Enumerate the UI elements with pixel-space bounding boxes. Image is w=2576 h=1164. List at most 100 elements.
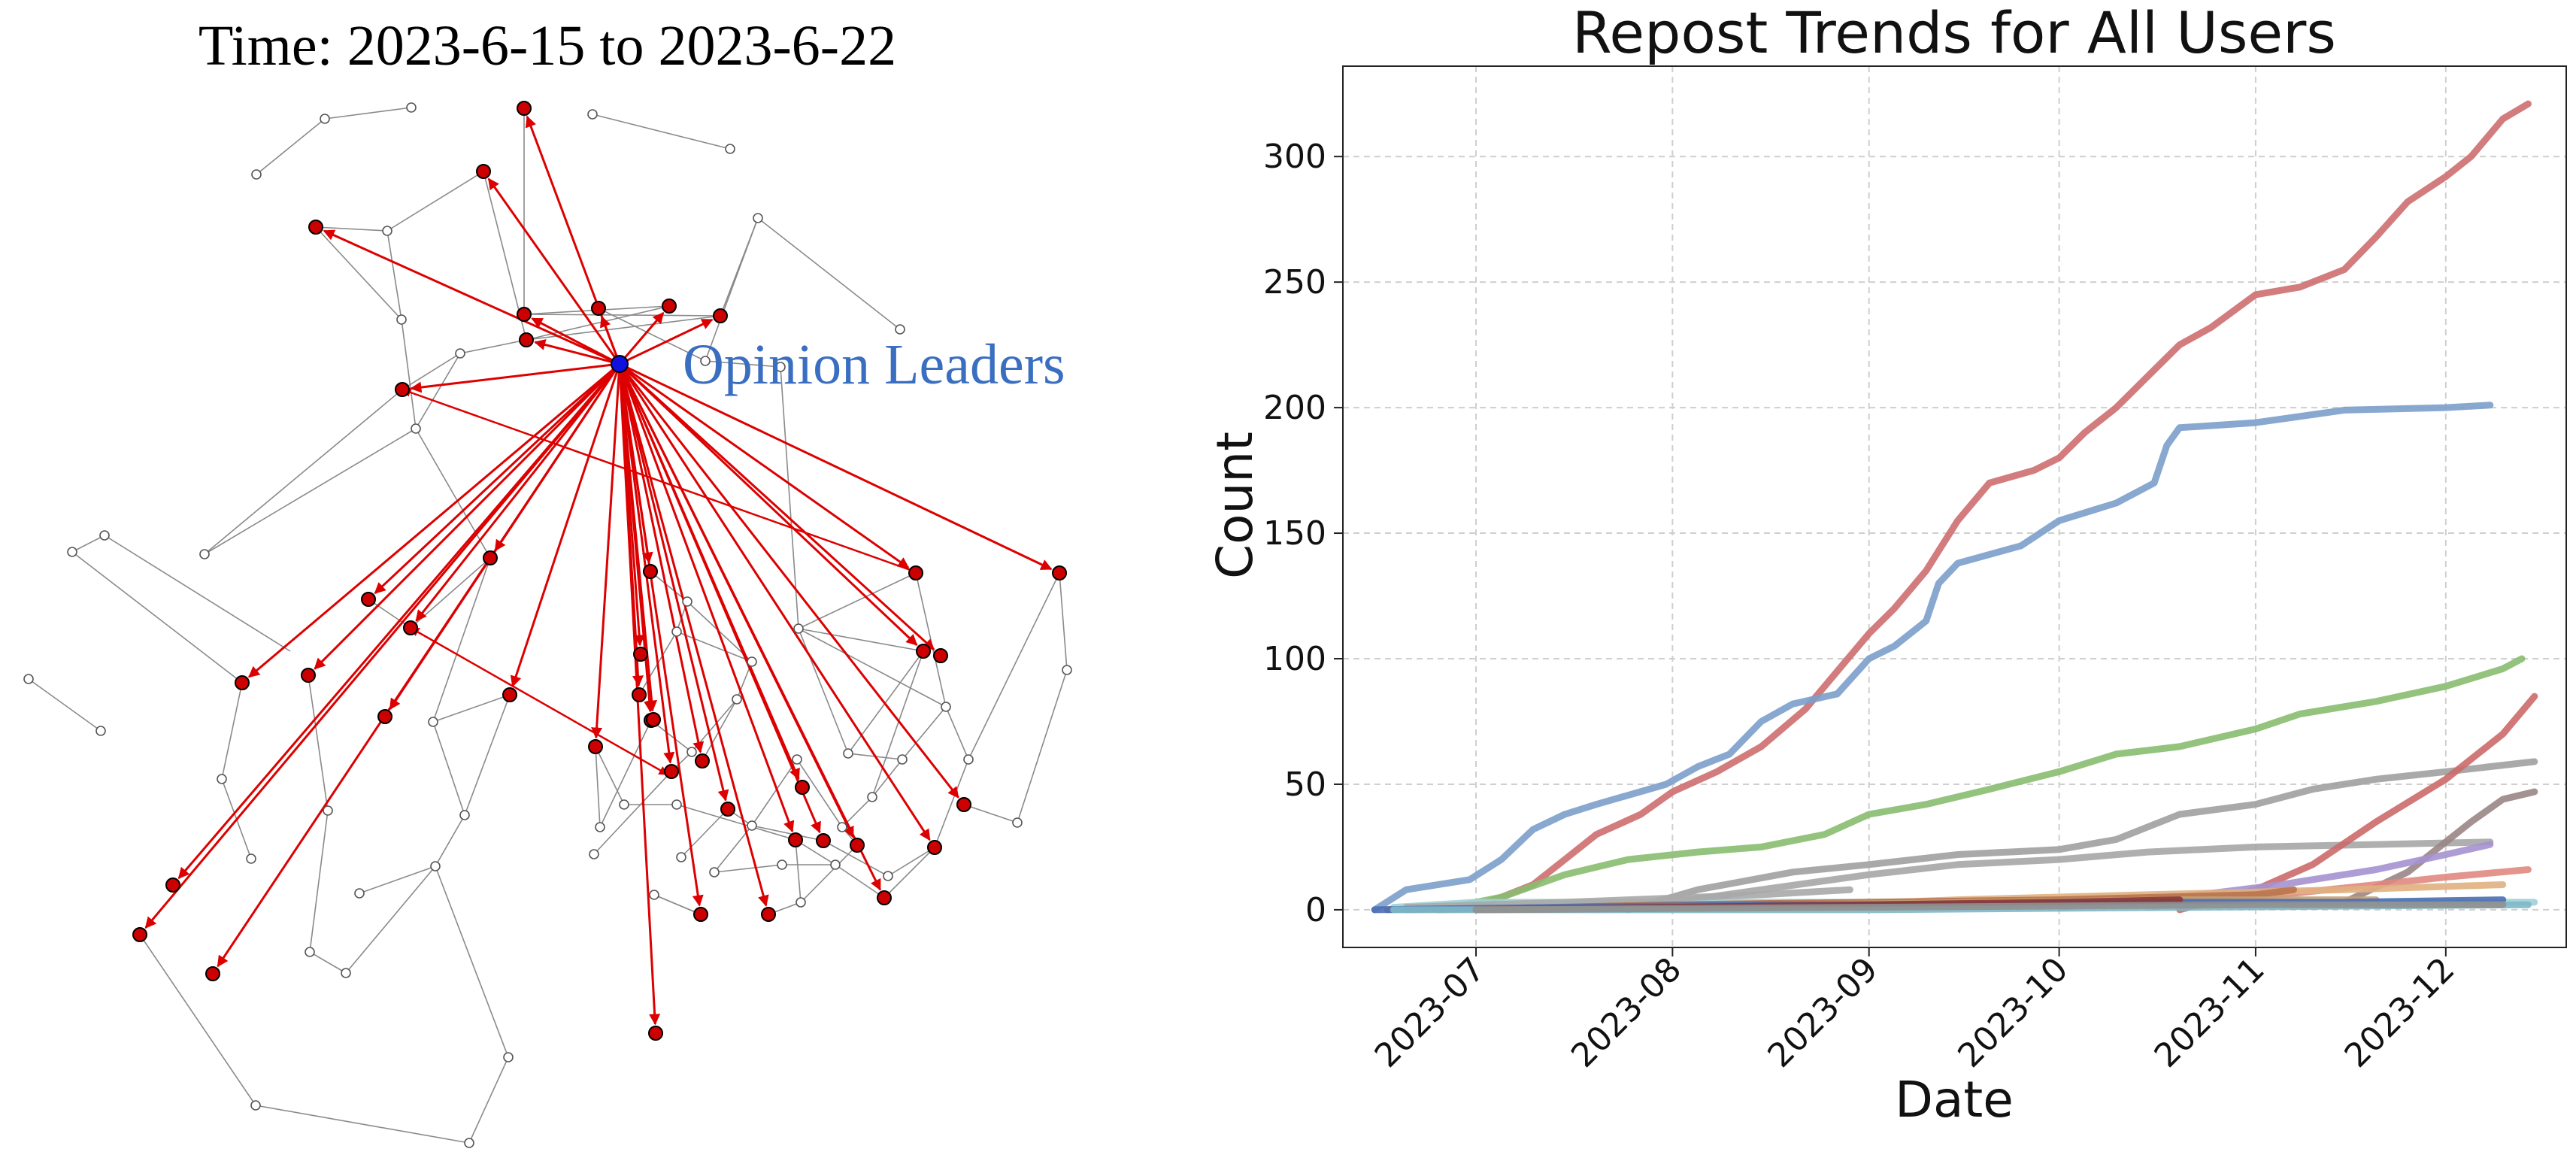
background-edge: [653, 894, 702, 915]
user-node: [406, 102, 417, 113]
background-edge: [315, 226, 402, 320]
background-edge: [345, 865, 436, 974]
background-edge: [204, 428, 417, 555]
user-node: [459, 810, 470, 820]
background-edge: [28, 678, 102, 732]
background-edge: [883, 847, 935, 899]
reposter-node: [517, 101, 532, 116]
user-node: [796, 897, 806, 908]
user-node: [99, 530, 110, 541]
user-node: [1012, 817, 1023, 828]
reposter-node: [205, 966, 220, 981]
background-edge: [650, 571, 688, 602]
user-node: [595, 822, 605, 832]
user-node: [676, 852, 686, 862]
x-tick-label: 2023-12: [2338, 950, 2462, 1075]
background-edge: [401, 319, 417, 429]
background-edge: [435, 865, 509, 1058]
user-node: [428, 717, 438, 727]
repost-edge: [409, 626, 669, 776]
reposter-node: [395, 382, 410, 397]
background-edge: [780, 366, 799, 629]
repost-edge: [618, 363, 959, 799]
user-node: [95, 726, 106, 736]
reposter-node: [517, 307, 532, 322]
user-node: [837, 822, 847, 832]
reposter-node: [648, 1026, 663, 1041]
y-axis-label: Count: [1206, 432, 1264, 579]
user-node: [619, 799, 629, 810]
line-chart-panel: Repost Trends for All Users 0 50 100 150 200…: [1206, 0, 2567, 1129]
user-node: [777, 859, 787, 870]
background-nodes: [23, 102, 1072, 1148]
background-edge: [945, 706, 969, 760]
reposter-node: [761, 907, 776, 922]
background-edge: [1059, 572, 1068, 671]
user-node: [455, 348, 465, 359]
reposter-node: [502, 687, 517, 702]
user-node: [671, 626, 682, 637]
user-node: [396, 314, 407, 325]
reposter-node: [693, 907, 708, 922]
repost-edge: [618, 363, 729, 802]
network-title: Time: 2023-6-15 to 2023-6-22: [199, 14, 896, 77]
y-tick-label: 200: [1263, 389, 1326, 427]
reposter-node: [633, 647, 648, 662]
reposter-node: [132, 927, 147, 942]
chart-title: Repost Trends for All Users: [1572, 0, 2336, 66]
series-line: [1435, 655, 2526, 914]
repost-edge: [217, 363, 621, 968]
repost-edge: [618, 362, 918, 646]
reposter-node: [664, 764, 679, 779]
x-tick-label: 2023-11: [2147, 950, 2272, 1075]
background-edge: [432, 721, 465, 816]
repost-edge: [619, 362, 910, 569]
background-edge: [368, 599, 411, 629]
repost-edge: [618, 362, 935, 651]
series-line: [1624, 758, 2538, 914]
user-node: [464, 1138, 474, 1148]
background-edge: [595, 746, 601, 828]
background-edge: [887, 847, 935, 877]
repost-edge: [619, 362, 1053, 571]
user-node: [753, 213, 763, 223]
reposter-node: [795, 780, 810, 795]
user-node: [411, 423, 421, 434]
background-edge: [71, 551, 243, 684]
x-tick-label: 2023-09: [1760, 950, 1885, 1075]
series-line: [1402, 886, 1853, 911]
background-edge: [526, 305, 670, 341]
background-edge: [915, 572, 947, 708]
repost-edge: [510, 363, 621, 688]
background-edge: [204, 389, 403, 555]
background-edge: [676, 804, 796, 841]
background-edge: [798, 628, 947, 708]
background-edge: [680, 808, 729, 858]
reposter-node: [308, 220, 323, 235]
background-edge: [934, 759, 969, 848]
reposter-node: [788, 832, 803, 847]
repost-edge: [323, 229, 620, 365]
user-node: [686, 747, 697, 757]
background-edge: [459, 339, 527, 354]
user-node: [793, 623, 804, 634]
repost-edge: [401, 387, 920, 574]
background-edge: [835, 864, 885, 899]
repost-edge: [534, 339, 620, 365]
background-edge: [104, 535, 291, 652]
background-edge: [751, 759, 798, 826]
reposter-node: [301, 668, 316, 683]
background-edge: [795, 839, 836, 865]
repost-edge: [374, 362, 621, 594]
reposter-node: [519, 332, 534, 347]
background-edge: [464, 694, 511, 816]
background-edge: [751, 825, 824, 841]
series-lines: [1371, 100, 2538, 914]
x-axis-label: Date: [1895, 1071, 2014, 1129]
reposter-node: [483, 550, 498, 565]
background-edge: [595, 746, 625, 805]
user-node: [867, 792, 877, 802]
background-edge: [71, 535, 105, 553]
user-node: [199, 549, 210, 559]
user-node: [382, 226, 392, 236]
